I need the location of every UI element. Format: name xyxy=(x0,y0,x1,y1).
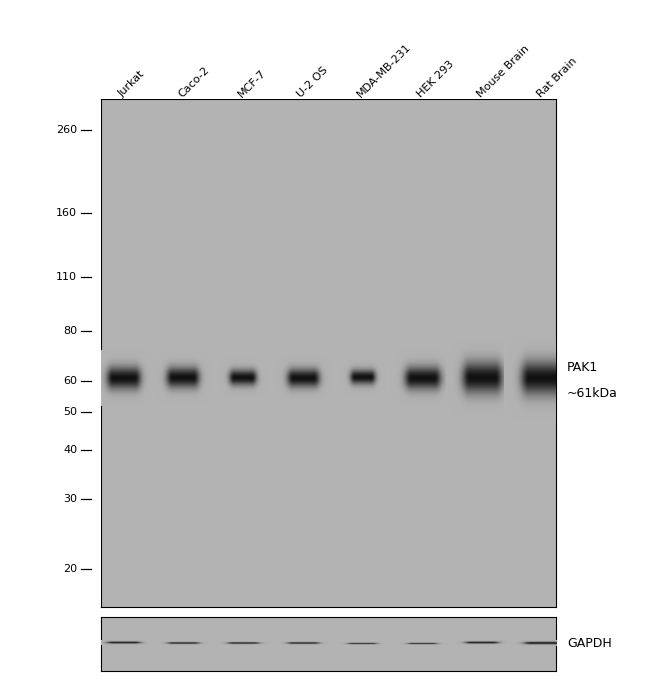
Text: MCF-7: MCF-7 xyxy=(236,68,268,99)
Text: ~61kDa: ~61kDa xyxy=(567,387,618,400)
Text: Rat Brain: Rat Brain xyxy=(535,56,578,99)
Text: 110: 110 xyxy=(57,272,77,282)
Text: 30: 30 xyxy=(63,495,77,504)
Text: U-2 OS: U-2 OS xyxy=(296,65,330,99)
Text: HEK 293: HEK 293 xyxy=(415,59,456,99)
Text: 160: 160 xyxy=(57,208,77,217)
Text: 80: 80 xyxy=(63,327,77,336)
Text: GAPDH: GAPDH xyxy=(567,637,612,650)
Text: Caco-2: Caco-2 xyxy=(176,65,211,99)
Text: 40: 40 xyxy=(63,445,77,456)
Text: 50: 50 xyxy=(63,407,77,417)
Text: MDA-MB-231: MDA-MB-231 xyxy=(356,42,413,99)
Text: 20: 20 xyxy=(63,564,77,574)
Text: 260: 260 xyxy=(56,125,77,134)
Text: Mouse Brain: Mouse Brain xyxy=(475,44,531,99)
Text: PAK1: PAK1 xyxy=(567,362,599,375)
Text: 60: 60 xyxy=(63,376,77,386)
Text: Jurkat: Jurkat xyxy=(116,69,146,99)
